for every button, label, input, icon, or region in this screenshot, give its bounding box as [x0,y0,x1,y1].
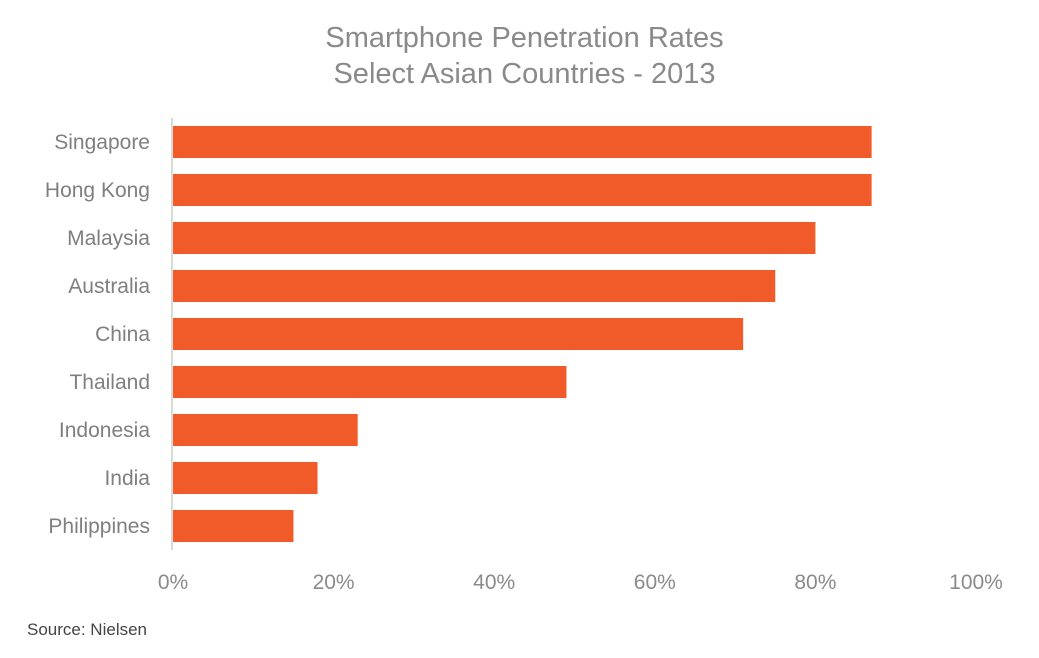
chart-subtitle: Select Asian Countries - 2013 [333,58,716,90]
y-tick-label: Indonesia [59,419,150,442]
chart-title-line1: Smartphone Penetration Rates [325,22,724,54]
y-tick-label: India [104,467,150,490]
y-tick-label: Hong Kong [45,179,150,202]
y-tick-label: Philippines [48,515,150,538]
x-tick-label: 100% [949,571,1003,594]
bar-india [173,462,318,494]
bar-singapore [173,126,872,158]
y-tick-label: Australia [68,275,150,298]
y-tick-label: Thailand [69,371,150,394]
bar-thailand [173,366,567,398]
x-tick-label: 0% [158,571,188,594]
bar-malaysia [173,222,816,254]
y-tick-label: China [95,323,150,346]
x-tick-label: 80% [794,571,836,594]
bar-philippines [173,510,294,542]
x-tick-label: 20% [313,571,355,594]
x-tick-label: 40% [473,571,515,594]
bar-indonesia [173,414,358,446]
bar-hong-kong [173,174,872,206]
bar-china [173,318,744,350]
source-note: Source: Nielsen [27,620,148,639]
chart-title: Smartphone Penetration Rates Select Asia… [0,20,1039,92]
y-tick-label: Singapore [54,131,150,154]
y-tick-label: Malaysia [67,227,150,250]
bar-australia [173,270,776,302]
x-tick-label: 60% [634,571,676,594]
